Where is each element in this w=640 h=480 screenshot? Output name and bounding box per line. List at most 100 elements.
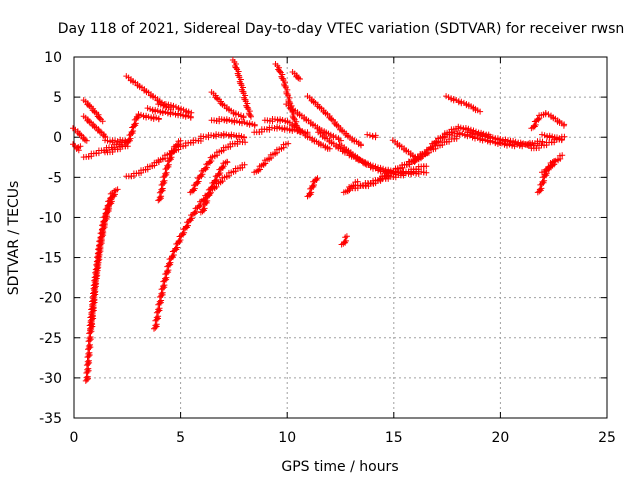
data-point [170, 252, 177, 258]
data-point [232, 110, 239, 117]
data-point [210, 183, 217, 190]
x-tick-label: 25 [598, 430, 616, 446]
data-point [132, 120, 139, 127]
data-point [174, 244, 181, 251]
data-point [99, 118, 106, 125]
series-arc-09 [123, 158, 162, 180]
series-arc-17 [187, 138, 249, 196]
data-point [165, 161, 172, 168]
series-arc-07 [87, 189, 116, 332]
data-point [279, 117, 286, 123]
x-tick-label: 20 [491, 430, 509, 446]
data-point [479, 131, 486, 138]
y-tick-label: -10 [39, 210, 62, 226]
x-tick-label: 15 [385, 430, 403, 446]
data-point [77, 143, 84, 150]
data-point [286, 127, 293, 134]
data-point [251, 122, 258, 129]
series-arc-27 [251, 140, 292, 176]
data-point [472, 130, 478, 137]
series-arc-02 [70, 125, 90, 144]
series-arc-28 [283, 101, 344, 144]
data-point [195, 178, 202, 185]
data-point [233, 133, 240, 140]
data-point [276, 68, 283, 75]
data-point [226, 117, 233, 123]
data-point [560, 122, 567, 129]
data-point [372, 132, 379, 139]
data-point [124, 143, 131, 150]
data-point [558, 137, 565, 144]
x-tick-label: 5 [176, 430, 185, 446]
data-point [545, 111, 552, 118]
y-axis-label: SDTVAR / TECUs [6, 181, 22, 296]
y-tick-label: 10 [44, 50, 62, 66]
data-point [180, 112, 187, 119]
data-point [167, 259, 174, 266]
x-tick-label: 0 [70, 430, 79, 446]
data-point [364, 131, 371, 138]
axis-ticks: 0 5 10 15 20 25 10 5 0 -5 -10 -15 -20 -25 -30 -35 [39, 50, 616, 446]
data-point [159, 108, 166, 115]
data-point [224, 158, 230, 165]
y-tick-label: -5 [48, 170, 62, 186]
data-point [542, 110, 549, 116]
data-point [242, 139, 249, 146]
data-point [279, 126, 286, 132]
data-point [492, 136, 499, 143]
data-point [357, 141, 364, 148]
data-point [343, 233, 350, 240]
series-arc-29 [304, 93, 364, 149]
plot-area-border [73, 56, 608, 419]
data-point [458, 98, 465, 105]
data-point [423, 169, 430, 176]
data-point [204, 197, 211, 204]
data-point [559, 152, 566, 159]
data-point [96, 115, 103, 122]
data-point [326, 145, 333, 152]
x-tick-label: 10 [278, 430, 296, 446]
data-point [185, 222, 191, 229]
series-arc-40 [411, 129, 504, 164]
data-point [338, 137, 344, 144]
data-point [499, 137, 506, 144]
data-point [239, 118, 245, 125]
data-point [241, 161, 248, 168]
data-point [532, 121, 539, 128]
data-point [241, 134, 248, 141]
series-arc-32 [304, 175, 321, 200]
series-arc-37 [364, 131, 379, 141]
data-point [181, 229, 188, 236]
data-point [217, 170, 224, 176]
data-point [538, 185, 545, 192]
y-tick-label: -30 [39, 371, 62, 387]
data-point [106, 201, 113, 208]
chart-title: Day 118 of 2021, Sidereal Day-to-day VTE… [58, 21, 625, 37]
data-point [366, 132, 373, 139]
series-arc-47 [539, 131, 565, 144]
x-axis-label: GPS time / hours [281, 459, 398, 475]
data-point [413, 168, 420, 175]
data-point [166, 260, 172, 267]
data-point [539, 131, 545, 138]
y-tick-label: 0 [53, 130, 62, 146]
data-point [199, 171, 206, 178]
series-arc-11 [102, 111, 162, 156]
data-point [155, 116, 162, 123]
data-point [477, 108, 484, 115]
data-point [539, 138, 546, 145]
data-point [177, 237, 184, 243]
y-tick-label: -15 [39, 251, 62, 267]
data-point [83, 137, 90, 144]
data-point [172, 111, 179, 118]
series-arc-41 [443, 93, 484, 115]
data-point [295, 126, 302, 133]
series-arc-01 [70, 141, 84, 154]
series-arc-04 [80, 113, 109, 141]
data-point [506, 141, 513, 148]
data-point [297, 76, 303, 82]
series-arc-20 [208, 89, 247, 121]
data-point [248, 113, 254, 120]
